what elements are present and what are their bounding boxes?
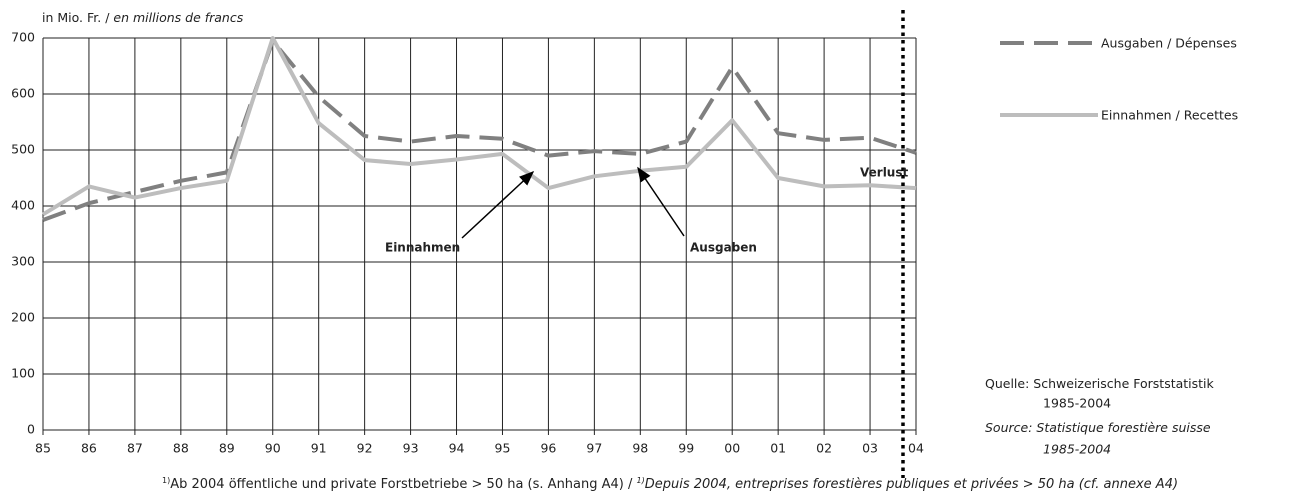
x-tick-label: 90 bbox=[265, 441, 281, 456]
y-label-fr: en millions de francs bbox=[113, 10, 243, 25]
x-tick-label: 00 bbox=[724, 441, 740, 456]
y-axis-label: in Mio. Fr. / en millions de francs bbox=[42, 10, 244, 25]
y-tick-label: 700 bbox=[11, 30, 35, 45]
annotation: Einnahmen bbox=[385, 241, 460, 255]
source-text: 1985-2004 bbox=[1043, 442, 1111, 457]
y-tick-label: 600 bbox=[11, 86, 35, 101]
source-text: Schweizerische Forststatistik bbox=[1033, 376, 1214, 391]
y-tick-label: 500 bbox=[11, 142, 35, 157]
x-tick-label: 04 bbox=[908, 441, 924, 456]
source-label: Quelle: bbox=[985, 376, 1029, 391]
footnote: 1)Ab 2004 öffentliche und private Forstb… bbox=[162, 476, 1178, 492]
source-fr: Source: Statistique forestière suisse bbox=[985, 420, 1211, 435]
footnote-fr: Depuis 2004, entreprises forestières pub… bbox=[645, 477, 1178, 492]
y-label-de: in Mio. Fr. / bbox=[42, 10, 110, 25]
x-tick-label: 01 bbox=[770, 441, 786, 456]
arrow bbox=[461, 170, 535, 239]
source-de: Quelle: Schweizerische Forststatistik bbox=[985, 376, 1215, 391]
series-line bbox=[42, 38, 917, 222]
x-tick-label: 86 bbox=[81, 441, 97, 456]
x-tick-label: 03 bbox=[862, 441, 878, 456]
annotation: Verlust bbox=[860, 166, 908, 180]
source-label: Source: bbox=[985, 420, 1032, 435]
x-tick-label: 97 bbox=[586, 441, 602, 456]
footnote-marker: 1) bbox=[637, 476, 645, 485]
arrow bbox=[637, 166, 685, 237]
x-tick-label: 91 bbox=[311, 441, 327, 456]
x-tick-label: 95 bbox=[495, 441, 511, 456]
y-tick-label: 400 bbox=[11, 198, 35, 213]
legend-label: Einnahmen / Recettes bbox=[1101, 108, 1238, 123]
x-tick-label: 87 bbox=[127, 441, 143, 456]
x-tick-label: 99 bbox=[678, 441, 694, 456]
series-line bbox=[41, 36, 917, 217]
x-tick-label: 85 bbox=[35, 441, 51, 456]
x-tick-label: 02 bbox=[816, 441, 832, 456]
x-tick-label: 96 bbox=[540, 441, 556, 456]
y-tick-label: 100 bbox=[11, 366, 35, 381]
x-tick-label: 94 bbox=[449, 441, 465, 456]
source-text: Statistique forestière suisse bbox=[1036, 420, 1210, 435]
annotation: Ausgaben bbox=[690, 241, 757, 255]
legend-label: Ausgaben / Dépenses bbox=[1101, 36, 1237, 51]
x-tick-label: 98 bbox=[632, 441, 648, 456]
footnote-marker: 1) bbox=[162, 476, 170, 485]
source-text: 1985-2004 bbox=[1043, 396, 1111, 411]
y-tick-label: 200 bbox=[11, 310, 35, 325]
y-tick-label: 300 bbox=[11, 254, 35, 269]
x-tick-label: 88 bbox=[173, 441, 189, 456]
x-tick-label: 89 bbox=[219, 441, 235, 456]
x-tick-label: 92 bbox=[357, 441, 373, 456]
x-tick-label: 93 bbox=[403, 441, 419, 456]
y-tick-label: 0 bbox=[27, 422, 35, 437]
footnote-de: Ab 2004 öffentliche und private Forstbet… bbox=[170, 477, 633, 492]
